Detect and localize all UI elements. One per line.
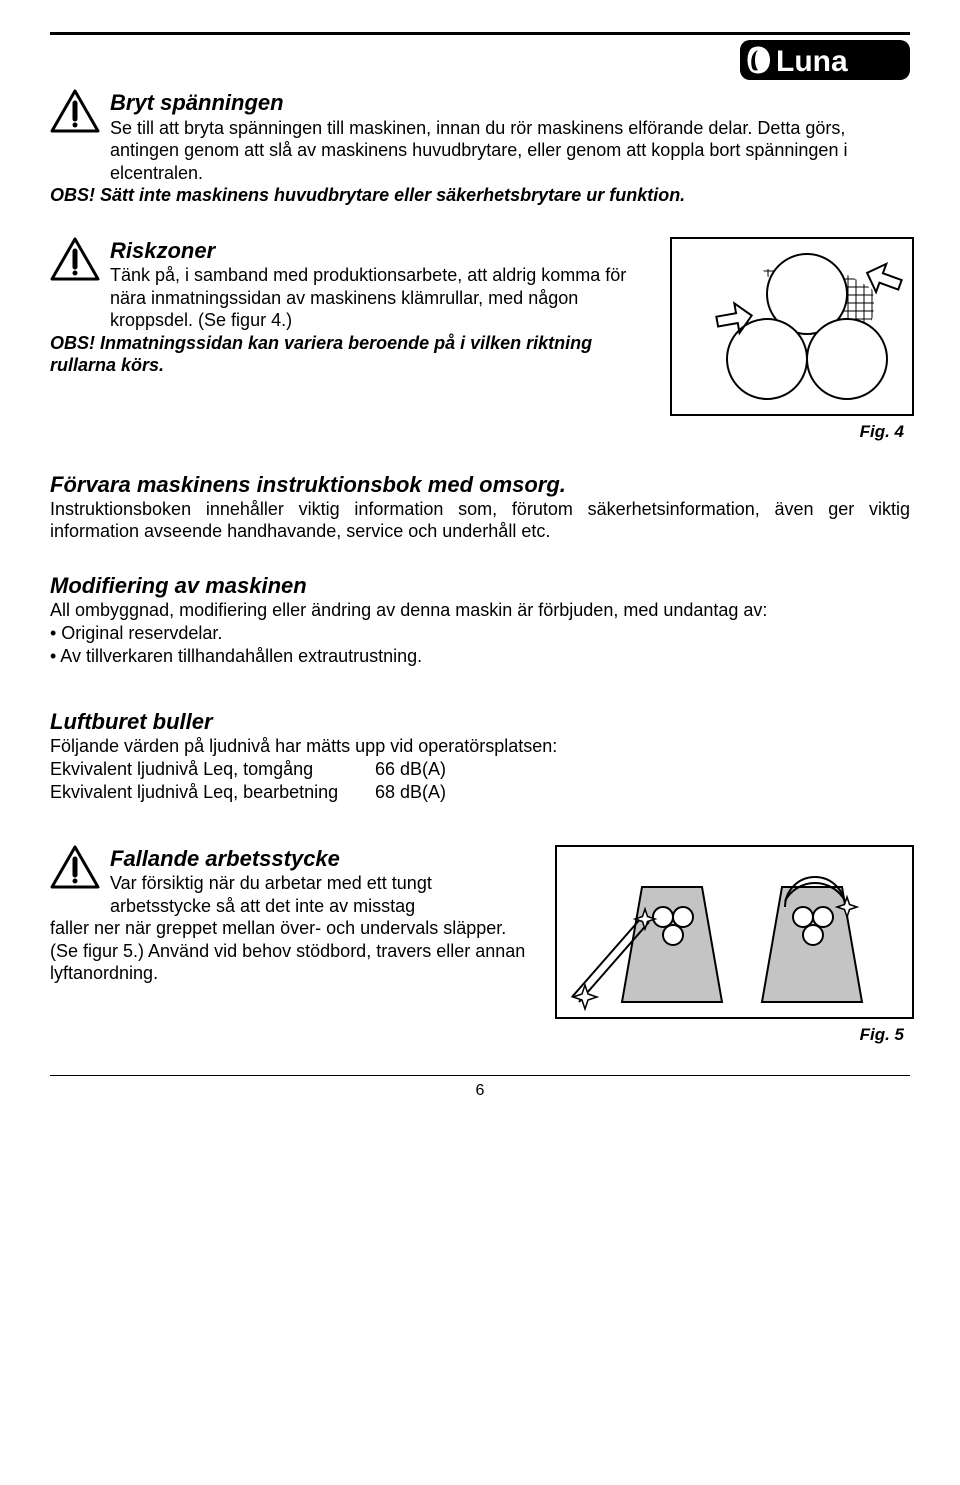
top-rule: [50, 32, 910, 35]
warning-icon: [50, 89, 100, 133]
section5-line3-label: Ekvivalent ljudnivå Leq, bearbetning: [50, 781, 370, 804]
section1-body2: OBS! Sätt inte maskinens huvudbrytare el…: [50, 185, 685, 205]
section-forvara: Förvara maskinens instruktionsbok med om…: [50, 472, 910, 543]
section6-body-part1: Var försiktig när du arbetar med ett tun…: [110, 873, 432, 916]
section2-body2: OBS! Inmatningssidan kan variera beroend…: [50, 333, 592, 376]
fig5-label: Fig. 5: [555, 1025, 910, 1045]
figure-5: [555, 845, 914, 1019]
section-bryt: Bryt spänningen Se till att bryta spänni…: [50, 89, 910, 207]
warning-icon: [50, 845, 100, 889]
section3-title: Förvara maskinens instruktionsbok med om…: [50, 472, 910, 498]
section4-bullet-1: • Av tillverkaren tillhandahållen extrau…: [50, 645, 910, 668]
page-number: 6: [50, 1075, 910, 1100]
section-riskzoner: Riskzoner Tänk på, i samband med produkt…: [50, 237, 910, 442]
section1-body1: Se till att bryta spänningen till maskin…: [110, 118, 847, 183]
section2-title: Riskzoner: [110, 238, 215, 263]
figure-4: [670, 237, 914, 416]
logo-text: Luna: [776, 45, 848, 78]
page-container: Luna Bryt spänningen Se till att bryta s…: [0, 0, 960, 1120]
logo-wrap: Luna: [50, 41, 910, 79]
section5-line2-label: Ekvivalent ljudnivå Leq, tomgång: [50, 758, 370, 781]
section2-body1: Tänk på, i samband med produktionsarbete…: [110, 265, 626, 330]
section4-body: All ombyggnad, modifiering eller ändring…: [50, 599, 910, 622]
section-luftburet: Luftburet buller Följande värden på ljud…: [50, 709, 910, 805]
section-modifiering: Modifiering av maskinen All ombyggnad, m…: [50, 573, 910, 669]
section1-title: Bryt spänningen: [110, 90, 284, 115]
section4-title: Modifiering av maskinen: [50, 573, 910, 599]
warning-icon: [50, 237, 100, 281]
section4-bullet-0: • Original reservdelar.: [50, 622, 910, 645]
fig4-label: Fig. 4: [670, 422, 910, 442]
section-fallande: Fallande arbetsstycke Var försiktig när …: [50, 845, 910, 1045]
section6-body-part2: faller ner när greppet mellan över- och …: [50, 918, 525, 983]
section5-line3-value: 68 dB(A): [375, 782, 446, 802]
section6-title: Fallande arbetsstycke: [110, 846, 340, 871]
section5-title: Luftburet buller: [50, 709, 910, 735]
luna-logo: Luna: [740, 41, 910, 79]
section3-body: Instruktionsboken innehåller viktig info…: [50, 498, 910, 543]
section5-line2-value: 66 dB(A): [375, 759, 446, 779]
section5-line1: Följande värden på ljudnivå har mätts up…: [50, 735, 910, 758]
